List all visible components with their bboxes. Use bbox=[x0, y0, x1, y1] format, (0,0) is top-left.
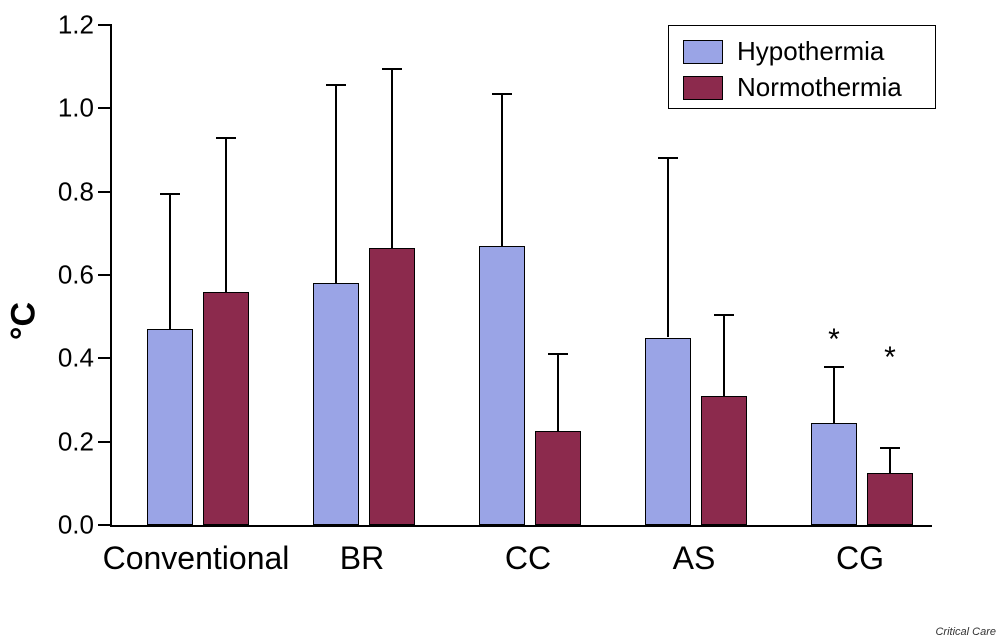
y-axis-label: °C bbox=[5, 302, 44, 340]
error-cap bbox=[824, 366, 844, 368]
bar-normothermia bbox=[535, 431, 581, 525]
error-bar bbox=[335, 85, 337, 283]
y-tick bbox=[98, 441, 112, 443]
significance-marker: * bbox=[828, 323, 840, 357]
bar-normothermia bbox=[867, 473, 913, 525]
y-tick bbox=[98, 357, 112, 359]
legend-swatch bbox=[683, 76, 723, 100]
plot-area: 0.00.20.40.60.81.01.2**HypothermiaNormot… bbox=[110, 25, 932, 527]
y-tick bbox=[98, 107, 112, 109]
bar-hypothermia bbox=[811, 423, 857, 525]
legend-label: Normothermia bbox=[737, 72, 902, 103]
x-category-label: Conventional bbox=[103, 540, 290, 577]
bar-normothermia bbox=[701, 396, 747, 525]
legend: Hypothermia Normothermia bbox=[668, 25, 936, 109]
bar-normothermia bbox=[203, 292, 249, 525]
x-category-label: CG bbox=[836, 540, 884, 577]
y-tick bbox=[98, 524, 112, 526]
footer-attribution: Critical Care bbox=[935, 626, 996, 638]
bar-hypothermia bbox=[479, 246, 525, 525]
error-cap bbox=[658, 157, 678, 159]
error-cap bbox=[216, 137, 236, 139]
error-bar bbox=[723, 315, 725, 396]
y-tick bbox=[98, 274, 112, 276]
legend-swatch bbox=[683, 40, 723, 64]
y-tick bbox=[98, 191, 112, 193]
y-tick-label: 1.2 bbox=[58, 10, 94, 41]
bar-hypothermia bbox=[147, 329, 193, 525]
error-bar bbox=[667, 158, 669, 337]
legend-row: Normothermia bbox=[683, 72, 902, 103]
error-bar bbox=[391, 69, 393, 248]
significance-marker: * bbox=[884, 341, 896, 375]
error-cap bbox=[548, 353, 568, 355]
error-cap bbox=[714, 314, 734, 316]
error-bar bbox=[557, 354, 559, 431]
legend-row: Hypothermia bbox=[683, 36, 884, 67]
error-cap bbox=[880, 447, 900, 449]
y-tick-label: 0.6 bbox=[58, 260, 94, 291]
bar-normothermia bbox=[369, 248, 415, 525]
error-bar bbox=[833, 367, 835, 423]
bar-hypothermia bbox=[313, 283, 359, 525]
y-tick-label: 1.0 bbox=[58, 93, 94, 124]
y-tick-label: 0.2 bbox=[58, 426, 94, 457]
y-tick-label: 0.0 bbox=[58, 510, 94, 541]
chart-container: °C 0.0 0.2 0.4 0.6 0.8 1.0 1.2 * * Hypothermia Nor… bbox=[0, 0, 1004, 642]
x-category-label: CC bbox=[505, 540, 551, 577]
error-cap bbox=[492, 93, 512, 95]
error-bar bbox=[169, 194, 171, 329]
x-category-label: BR bbox=[340, 540, 384, 577]
error-bar bbox=[501, 94, 503, 246]
error-cap bbox=[382, 68, 402, 70]
bar-hypothermia bbox=[645, 338, 691, 526]
x-category-label: AS bbox=[673, 540, 716, 577]
y-tick-label: 0.4 bbox=[58, 343, 94, 374]
error-cap bbox=[326, 84, 346, 86]
error-bar bbox=[889, 448, 891, 473]
error-cap bbox=[160, 193, 180, 195]
legend-label: Hypothermia bbox=[737, 36, 884, 67]
y-tick-label: 0.8 bbox=[58, 176, 94, 207]
y-tick bbox=[98, 24, 112, 26]
error-bar bbox=[225, 138, 227, 292]
